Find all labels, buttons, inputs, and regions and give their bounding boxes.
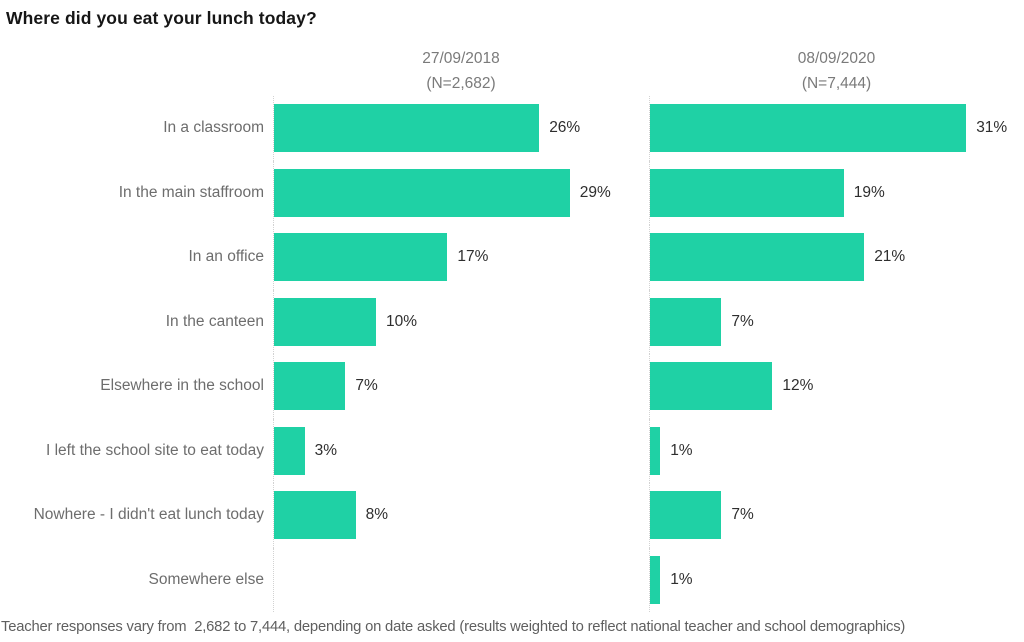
chart-rows: In a classroom 26% 31% In the main staffroo…: [0, 96, 1024, 612]
plot-cell-08/09/2020: 12%: [649, 354, 1024, 419]
bar-08/09/2020: [650, 168, 844, 217]
bar-27/09/2018: [274, 168, 570, 217]
bar-08/09/2020: [650, 426, 661, 475]
plot-cell-27/09/2018: 7%: [273, 354, 649, 419]
bar-08/09/2020: [650, 362, 773, 411]
plot-cell-08/09/2020: 1%: [649, 547, 1024, 612]
plot-cell-08/09/2020: 21%: [649, 225, 1024, 290]
category-label: In an office: [188, 248, 264, 266]
plot-cell-08/09/2020: 31%: [649, 96, 1024, 161]
bar-27/09/2018: [274, 491, 356, 540]
value-label-08/09/2020: 31%: [976, 119, 1008, 137]
plot-cell-08/09/2020: 19%: [649, 160, 1024, 225]
chart-row: In a classroom 26% 31%: [0, 96, 1024, 161]
plot-cell-27/09/2018: 29%: [273, 160, 649, 225]
column-header-2018: 27/09/2018 (N=2,682): [273, 46, 649, 96]
value-label-08/09/2020: 1%: [670, 441, 693, 459]
value-label-08/09/2020: 1%: [670, 570, 693, 588]
bar-27/09/2018: [274, 297, 376, 346]
column-header-2020: 08/09/2020 (N=7,444): [649, 46, 1024, 96]
chart-row: Nowhere - I didn't eat lunch today 8% 7%: [0, 483, 1024, 548]
value-label-27/09/2018: 26%: [549, 119, 581, 137]
category-label: Nowhere - I didn't eat lunch today: [33, 506, 264, 524]
plot-cell-27/09/2018: 26%: [273, 96, 649, 161]
plot-cell-08/09/2020: 1%: [649, 418, 1024, 483]
category-label: In a classroom: [163, 119, 264, 137]
value-label-27/09/2018: 10%: [386, 312, 418, 330]
chart-footnote: Teacher responses vary from 2,682 to 7,4…: [1, 619, 906, 635]
chart-title: Where did you eat your lunch today?: [6, 8, 317, 28]
column-header-2020-date: 08/09/2020: [797, 50, 876, 67]
plot-cell-27/09/2018: [273, 547, 649, 612]
bar-27/09/2018: [274, 104, 540, 153]
plot-cell-08/09/2020: 7%: [649, 483, 1024, 548]
bar-27/09/2018: [274, 362, 346, 411]
value-label-08/09/2020: 12%: [782, 377, 814, 395]
bar-27/09/2018: [274, 233, 448, 282]
plot-cell-27/09/2018: 17%: [273, 225, 649, 290]
bar-08/09/2020: [650, 555, 661, 604]
header-spacer: [0, 46, 273, 96]
value-label-27/09/2018: 7%: [355, 377, 378, 395]
column-header-2018-date: 27/09/2018: [422, 50, 500, 67]
value-label-27/09/2018: 3%: [314, 441, 337, 459]
plot-cell-08/09/2020: 7%: [649, 289, 1024, 354]
value-label-08/09/2020: 7%: [731, 312, 754, 330]
value-label-08/09/2020: 19%: [853, 183, 885, 201]
category-label: In the main staffroom: [118, 183, 264, 201]
plot-cell-27/09/2018: 3%: [273, 418, 649, 483]
chart-row: In the canteen 10% 7%: [0, 289, 1024, 354]
value-label-27/09/2018: 8%: [365, 506, 388, 524]
value-label-27/09/2018: 29%: [579, 183, 611, 201]
chart-row: I left the school site to eat today 3% 1%: [0, 418, 1024, 483]
column-header-2018-n: (N=2,682): [426, 75, 496, 92]
category-label: I left the school site to eat today: [46, 441, 264, 459]
chart-row: Elsewhere in the school 7% 12%: [0, 354, 1024, 419]
category-label: Somewhere else: [148, 570, 264, 588]
bar-08/09/2020: [650, 491, 722, 540]
value-label-08/09/2020: 21%: [874, 248, 906, 266]
bar-08/09/2020: [650, 233, 865, 282]
chart-row: In the main staffroom 29% 19%: [0, 160, 1024, 225]
column-headers: 27/09/2018 (N=2,682) 08/09/2020 (N=7,444…: [0, 46, 1024, 96]
value-label-27/09/2018: 17%: [457, 248, 489, 266]
chart-row: Somewhere else 1%: [0, 547, 1024, 612]
bar-08/09/2020: [650, 297, 722, 346]
plot-cell-27/09/2018: 8%: [273, 483, 649, 548]
bar-08/09/2020: [650, 104, 967, 153]
plot-cell-27/09/2018: 10%: [273, 289, 649, 354]
category-label: In the canteen: [165, 312, 264, 330]
value-label-08/09/2020: 7%: [731, 506, 754, 524]
column-header-2020-n: (N=7,444): [801, 75, 872, 92]
chart-row: In an office 17% 21%: [0, 225, 1024, 290]
category-label: Elsewhere in the school: [100, 377, 264, 395]
bar-27/09/2018: [274, 426, 305, 475]
